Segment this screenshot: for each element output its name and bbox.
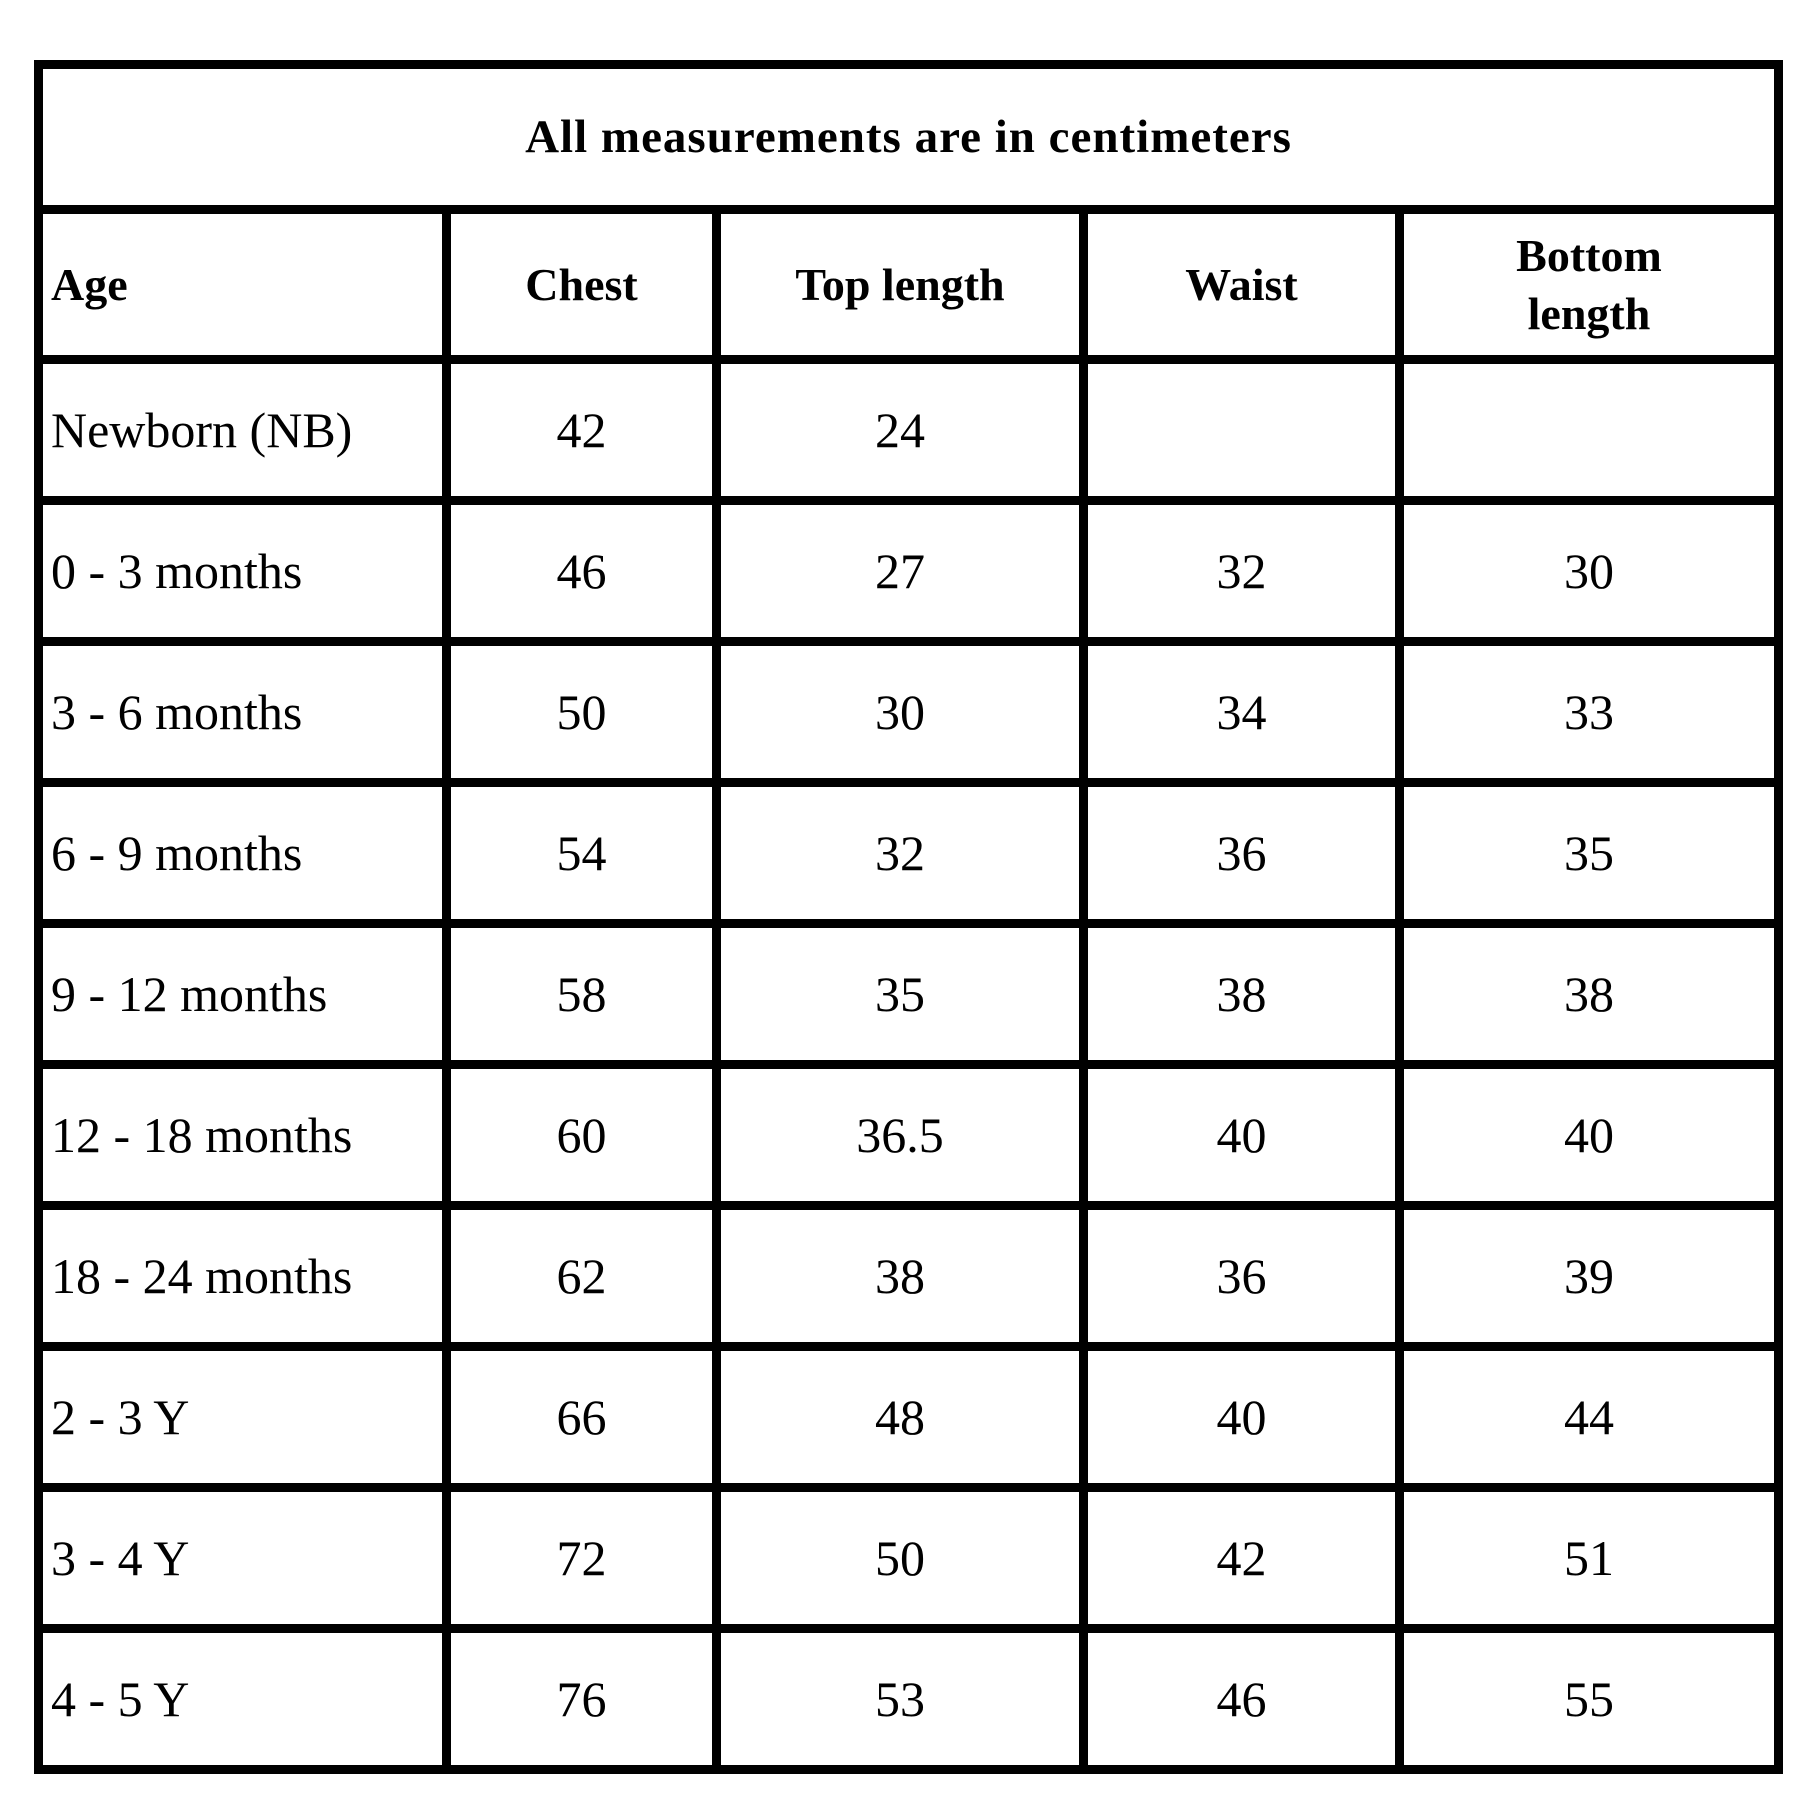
- cell-top-length: 50: [712, 1483, 1088, 1633]
- cell-waist: 42: [1079, 1483, 1404, 1633]
- column-header-top-length: Top length: [712, 205, 1088, 364]
- cell-bottom-length: 30: [1394, 496, 1784, 646]
- cell-top-length: 48: [712, 1342, 1088, 1492]
- table-body: Newborn (NB) 42 24 0 - 3 months 46 27 32 30 3 - …: [34, 355, 1784, 1774]
- table-row: 0 - 3 months 46 27 32 30: [34, 496, 1784, 646]
- cell-chest: 76: [442, 1624, 721, 1774]
- cell-bottom-length: 39: [1394, 1201, 1784, 1351]
- cell-age: 0 - 3 months: [34, 496, 451, 646]
- cell-top-length: 32: [712, 778, 1088, 928]
- table-caption: All measurements are in centimeters: [33, 60, 1784, 214]
- cell-waist: 32: [1079, 496, 1404, 646]
- cell-bottom-length: 35: [1394, 778, 1784, 928]
- table-row: 9 - 12 months 58 35 38 38: [34, 919, 1784, 1069]
- cell-chest: 54: [442, 778, 721, 928]
- cell-chest: 46: [442, 496, 721, 646]
- cell-age: 3 - 6 months: [34, 637, 451, 787]
- table-row: 3 - 6 months 50 30 34 33: [34, 637, 1784, 787]
- cell-age: 18 - 24 months: [34, 1201, 451, 1351]
- cell-waist: [1079, 355, 1404, 505]
- table-row: 6 - 9 months 54 32 36 35: [34, 778, 1784, 928]
- table-row: 12 - 18 months 60 36.5 40 40: [34, 1060, 1784, 1210]
- cell-chest: 62: [442, 1201, 721, 1351]
- cell-chest: 66: [442, 1342, 721, 1492]
- cell-bottom-length: 40: [1394, 1060, 1784, 1210]
- cell-chest: 50: [442, 637, 721, 787]
- column-header-waist: Waist: [1079, 205, 1404, 364]
- size-chart-table: All measurements are in centimeters Age …: [33, 60, 1784, 1774]
- cell-age: 9 - 12 months: [34, 919, 451, 1069]
- cell-chest: 58: [442, 919, 721, 1069]
- table-row: Newborn (NB) 42 24: [34, 355, 1784, 505]
- cell-waist: 38: [1079, 919, 1404, 1069]
- cell-bottom-length: 38: [1394, 919, 1784, 1069]
- cell-age: 2 - 3 Y: [34, 1342, 451, 1492]
- cell-chest: 72: [442, 1483, 721, 1633]
- cell-waist: 34: [1079, 637, 1404, 787]
- cell-waist: 46: [1079, 1624, 1404, 1774]
- table-caption-row: All measurements are in centimeters: [33, 60, 1784, 214]
- size-chart-container: All measurements are in centimeters Age …: [33, 60, 1784, 1774]
- column-header-age: Age: [34, 205, 451, 364]
- column-header-bottom-length-label: Bottom length: [1516, 230, 1662, 339]
- cell-age: 12 - 18 months: [34, 1060, 451, 1210]
- cell-age: 4 - 5 Y: [34, 1624, 451, 1774]
- cell-waist: 40: [1079, 1342, 1404, 1492]
- cell-bottom-length: 44: [1394, 1342, 1784, 1492]
- cell-top-length: 35: [712, 919, 1088, 1069]
- cell-top-length: 30: [712, 637, 1088, 787]
- table-row: 18 - 24 months 62 38 36 39: [34, 1201, 1784, 1351]
- cell-waist: 36: [1079, 778, 1404, 928]
- cell-age: 3 - 4 Y: [34, 1483, 451, 1633]
- cell-age: Newborn (NB): [34, 355, 451, 505]
- cell-waist: 40: [1079, 1060, 1404, 1210]
- cell-bottom-length: 33: [1394, 637, 1784, 787]
- cell-age: 6 - 9 months: [34, 778, 451, 928]
- cell-top-length: 38: [712, 1201, 1088, 1351]
- table-row: 4 - 5 Y 76 53 46 55: [34, 1624, 1784, 1774]
- cell-bottom-length: 55: [1394, 1624, 1784, 1774]
- cell-top-length: 53: [712, 1624, 1088, 1774]
- cell-chest: 42: [442, 355, 721, 505]
- cell-top-length: 27: [712, 496, 1088, 646]
- column-header-chest: Chest: [442, 205, 721, 364]
- cell-chest: 60: [442, 1060, 721, 1210]
- cell-bottom-length: [1394, 355, 1784, 505]
- cell-top-length: 24: [712, 355, 1088, 505]
- cell-bottom-length: 51: [1394, 1483, 1784, 1633]
- column-header-bottom-length: Bottom length: [1394, 205, 1784, 364]
- table-row: 3 - 4 Y 72 50 42 51: [34, 1483, 1784, 1633]
- cell-waist: 36: [1079, 1201, 1404, 1351]
- table-header-row: Age Chest Top length Waist Bottom length: [34, 205, 1784, 364]
- table-row: 2 - 3 Y 66 48 40 44: [34, 1342, 1784, 1492]
- cell-top-length: 36.5: [712, 1060, 1088, 1210]
